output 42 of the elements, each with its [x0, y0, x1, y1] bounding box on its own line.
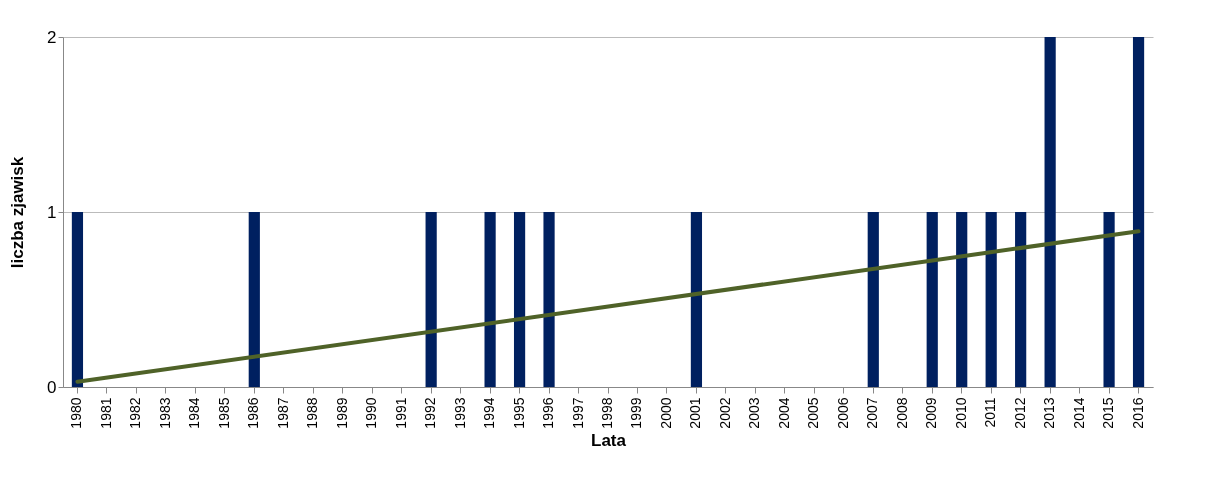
x-tick-label: 1981	[97, 397, 114, 429]
x-tick-label: 1987	[274, 397, 291, 429]
x-tick-label: 1998	[599, 397, 615, 429]
x-tick-label: 2005	[805, 397, 822, 429]
x-tick-label: 2006	[834, 397, 851, 429]
y-tick-label: 1	[47, 202, 57, 222]
x-tick-label: 1988	[304, 397, 321, 429]
x-tick-label: 2014	[1070, 397, 1087, 429]
x-tick-label: 1992	[422, 397, 439, 429]
x-tick-label: 2002	[716, 397, 733, 429]
x-tick-label: 1983	[156, 397, 173, 429]
x-tick-label: 1985	[215, 397, 232, 429]
y-axis-title: liczba zjawisk	[8, 156, 28, 269]
y-tick-label: 0	[47, 377, 57, 397]
x-tick-label: 2000	[657, 397, 674, 429]
x-tick-label: 1994	[481, 397, 498, 429]
x-tick-label: 1989	[333, 397, 350, 429]
x-tick-label: 2008	[893, 397, 910, 429]
x-tick-label: 1984	[186, 397, 203, 429]
x-tick-label: 2007	[864, 397, 881, 429]
x-tick-label: 2016	[1129, 397, 1146, 429]
x-tick-label: 2011	[982, 397, 999, 428]
x-tick-label: 1996	[540, 397, 557, 429]
x-tick-label: 2009	[923, 397, 940, 429]
x-tick-label: 2001	[687, 397, 704, 429]
x-tick-label: 2004	[775, 397, 792, 429]
x-tick-label: 2003	[746, 397, 763, 429]
x-tick-label: 1991	[392, 397, 409, 429]
x-tick-label: 1980	[68, 397, 85, 429]
x-tick-label: 2013	[1041, 397, 1058, 429]
x-axis-title: Lata	[591, 430, 627, 450]
y-tick-label: 2	[47, 27, 57, 47]
x-tick-label: 1990	[363, 397, 380, 429]
x-tick-label: 1995	[510, 397, 527, 429]
x-tick-label: 1986	[245, 397, 262, 429]
x-tick-label: 1999	[628, 397, 645, 429]
x-tick-label: 2012	[1011, 397, 1028, 429]
x-tick-label: 2015	[1100, 397, 1117, 429]
x-tick-label: 1982	[127, 397, 144, 429]
x-tick-label: 1993	[451, 397, 468, 429]
x-tick-label: 2010	[952, 397, 969, 429]
x-tick-label: 1997	[569, 397, 586, 429]
